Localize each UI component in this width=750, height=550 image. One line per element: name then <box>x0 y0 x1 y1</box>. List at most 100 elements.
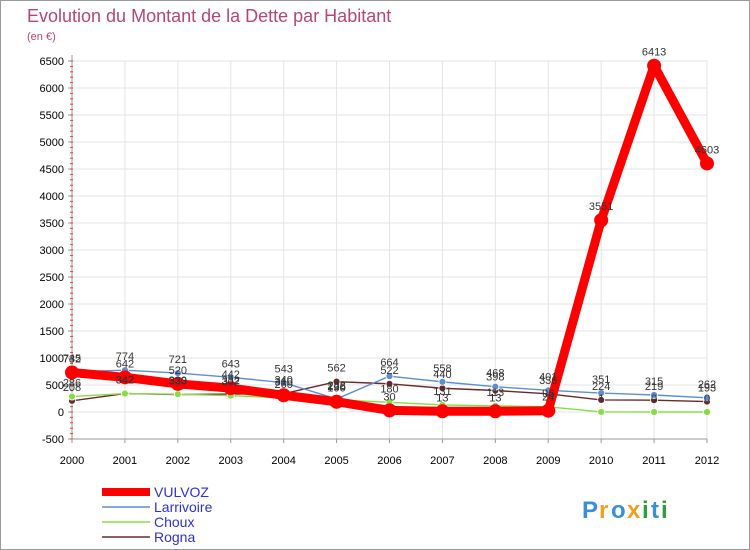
y-tick-label: 2000 <box>40 299 64 311</box>
data-label-choux: 180 <box>380 383 398 395</box>
data-label-rogna: 342 <box>116 375 134 387</box>
data-label-larrivoire: 315 <box>645 376 663 388</box>
y-tick-label: 5000 <box>40 137 64 149</box>
y-tick-label: 3000 <box>40 245 64 257</box>
data-label-choux: 96 <box>542 388 554 400</box>
data-label-larrivoire: 774 <box>116 351 134 363</box>
legend-label-choux: Choux <box>154 514 194 530</box>
x-tick-label: 2003 <box>219 455 243 467</box>
logo-letter: i <box>661 497 668 524</box>
x-tick-label: 2009 <box>536 455 560 467</box>
data-point-choux <box>173 390 182 399</box>
data-point-choux <box>121 389 129 398</box>
data-label-rogna: 224 <box>592 381 610 393</box>
data-point-larrivoire <box>226 373 235 382</box>
data-point-choux <box>597 408 606 416</box>
data-label-vulvoz: 310 <box>274 376 292 388</box>
data-label-vulvoz: 642 <box>116 358 134 370</box>
data-label-vulvoz: 30 <box>383 391 395 403</box>
y-tick-label: 4000 <box>40 191 64 203</box>
data-label-rogna: 562 <box>327 363 345 375</box>
y-tick-label: 0 <box>58 407 64 419</box>
data-label-rogna: 332 <box>222 375 240 387</box>
y-tick-label: -500 <box>42 434 64 446</box>
data-point-larrivoire <box>385 372 394 381</box>
data-label-larrivoire: 242 <box>327 380 345 392</box>
y-tick-label: 6500 <box>40 56 64 68</box>
data-label-larrivoire: 543 <box>274 364 292 376</box>
data-point-vulvoz <box>647 58 662 73</box>
series-layer <box>65 58 714 419</box>
data-label-vulvoz: 732 <box>63 353 81 365</box>
data-point-larrivoire <box>491 382 500 391</box>
data-point-vulvoz <box>700 156 714 171</box>
legend-label-rogna: Rogna <box>154 529 195 545</box>
logo-letter: r <box>599 497 608 524</box>
data-point-vulvoz <box>541 403 556 418</box>
data-point-vulvoz <box>382 403 397 418</box>
unit-label: (en €) <box>27 31 56 43</box>
data-point-larrivoire <box>703 393 711 402</box>
data-label-vulvoz: 520 <box>169 365 187 377</box>
x-tick-label: 2012 <box>695 455 719 467</box>
data-label-choux: 260 <box>274 379 292 391</box>
x-tick-label: 2001 <box>113 455 137 467</box>
data-label-vulvoz: 442 <box>222 369 240 381</box>
x-tick-label: 2005 <box>324 455 348 467</box>
data-label-rogna: 219 <box>645 381 663 393</box>
data-point-larrivoire <box>597 389 606 397</box>
x-tick-label: 2006 <box>377 455 401 467</box>
data-label-rogna: 323 <box>169 376 187 388</box>
data-label-larrivoire: 745 <box>63 353 81 365</box>
y-tick-label: 3500 <box>40 218 64 230</box>
data-point-vulvoz <box>276 388 291 403</box>
data-label-choux: 330 <box>169 375 187 387</box>
data-point-vulvoz <box>329 394 344 409</box>
x-tick-label: 2002 <box>166 455 190 467</box>
x-tick-label: 2000 <box>60 455 84 467</box>
y-tick-label: 1500 <box>40 326 64 338</box>
data-label-larrivoire: 468 <box>486 368 504 380</box>
legend-label-vulvoz: VULVOZ <box>154 484 209 500</box>
data-label-vulvoz: 3551 <box>589 201 613 213</box>
data-point-vulvoz <box>594 213 609 228</box>
legend-label-larrivoire: Larrivoire <box>154 499 213 515</box>
logo-letter: o <box>611 497 626 524</box>
y-tick-label: 5500 <box>40 110 64 122</box>
data-label-rogna: 208 <box>63 382 81 394</box>
data-label-rogna: 193 <box>698 383 716 395</box>
x-tick-label: 2004 <box>271 455 295 467</box>
logo-letter: i <box>642 497 649 524</box>
data-label-choux: 342 <box>116 375 134 387</box>
data-label-vulvoz: 190 <box>327 383 345 395</box>
data-label-choux: 0 <box>704 393 710 405</box>
y-tick-label: 1000 <box>40 353 64 365</box>
x-tick-label: 2008 <box>483 455 507 467</box>
data-point-choux <box>703 408 711 416</box>
y-tick-label: 4500 <box>40 164 64 176</box>
data-label-choux: 1 <box>598 393 604 405</box>
data-point-vulvoz <box>435 404 450 419</box>
data-label-larrivoire: 664 <box>380 357 398 369</box>
x-axis-ticks: 2000 2001 2002 2003 2004 2005 2006 2007 2008 2009… <box>60 439 719 467</box>
data-label-vulvoz: 13 <box>489 392 501 404</box>
data-label-vulvoz: 24 <box>542 392 554 404</box>
y-tick-label: 500 <box>46 380 64 392</box>
x-tick-label: 2011 <box>642 455 666 467</box>
data-label-choux: 131 <box>433 386 451 398</box>
data-label-vulvoz: 13 <box>436 392 448 404</box>
logo-letter: P <box>582 497 598 524</box>
chart-title: Evolution du Montant de la Dette par Hab… <box>27 6 391 26</box>
data-point-choux <box>68 392 76 401</box>
data-label-larrivoire: 262 <box>698 379 716 391</box>
data-label-larrivoire: 721 <box>169 354 187 366</box>
data-label-larrivoire: 401 <box>539 371 557 383</box>
data-point-vulvoz <box>488 404 503 419</box>
data-label-vulvoz: 4603 <box>695 144 719 156</box>
data-point-larrivoire <box>279 378 288 387</box>
x-tick-label: 2010 <box>589 455 613 467</box>
data-label-choux: 302 <box>222 377 240 389</box>
